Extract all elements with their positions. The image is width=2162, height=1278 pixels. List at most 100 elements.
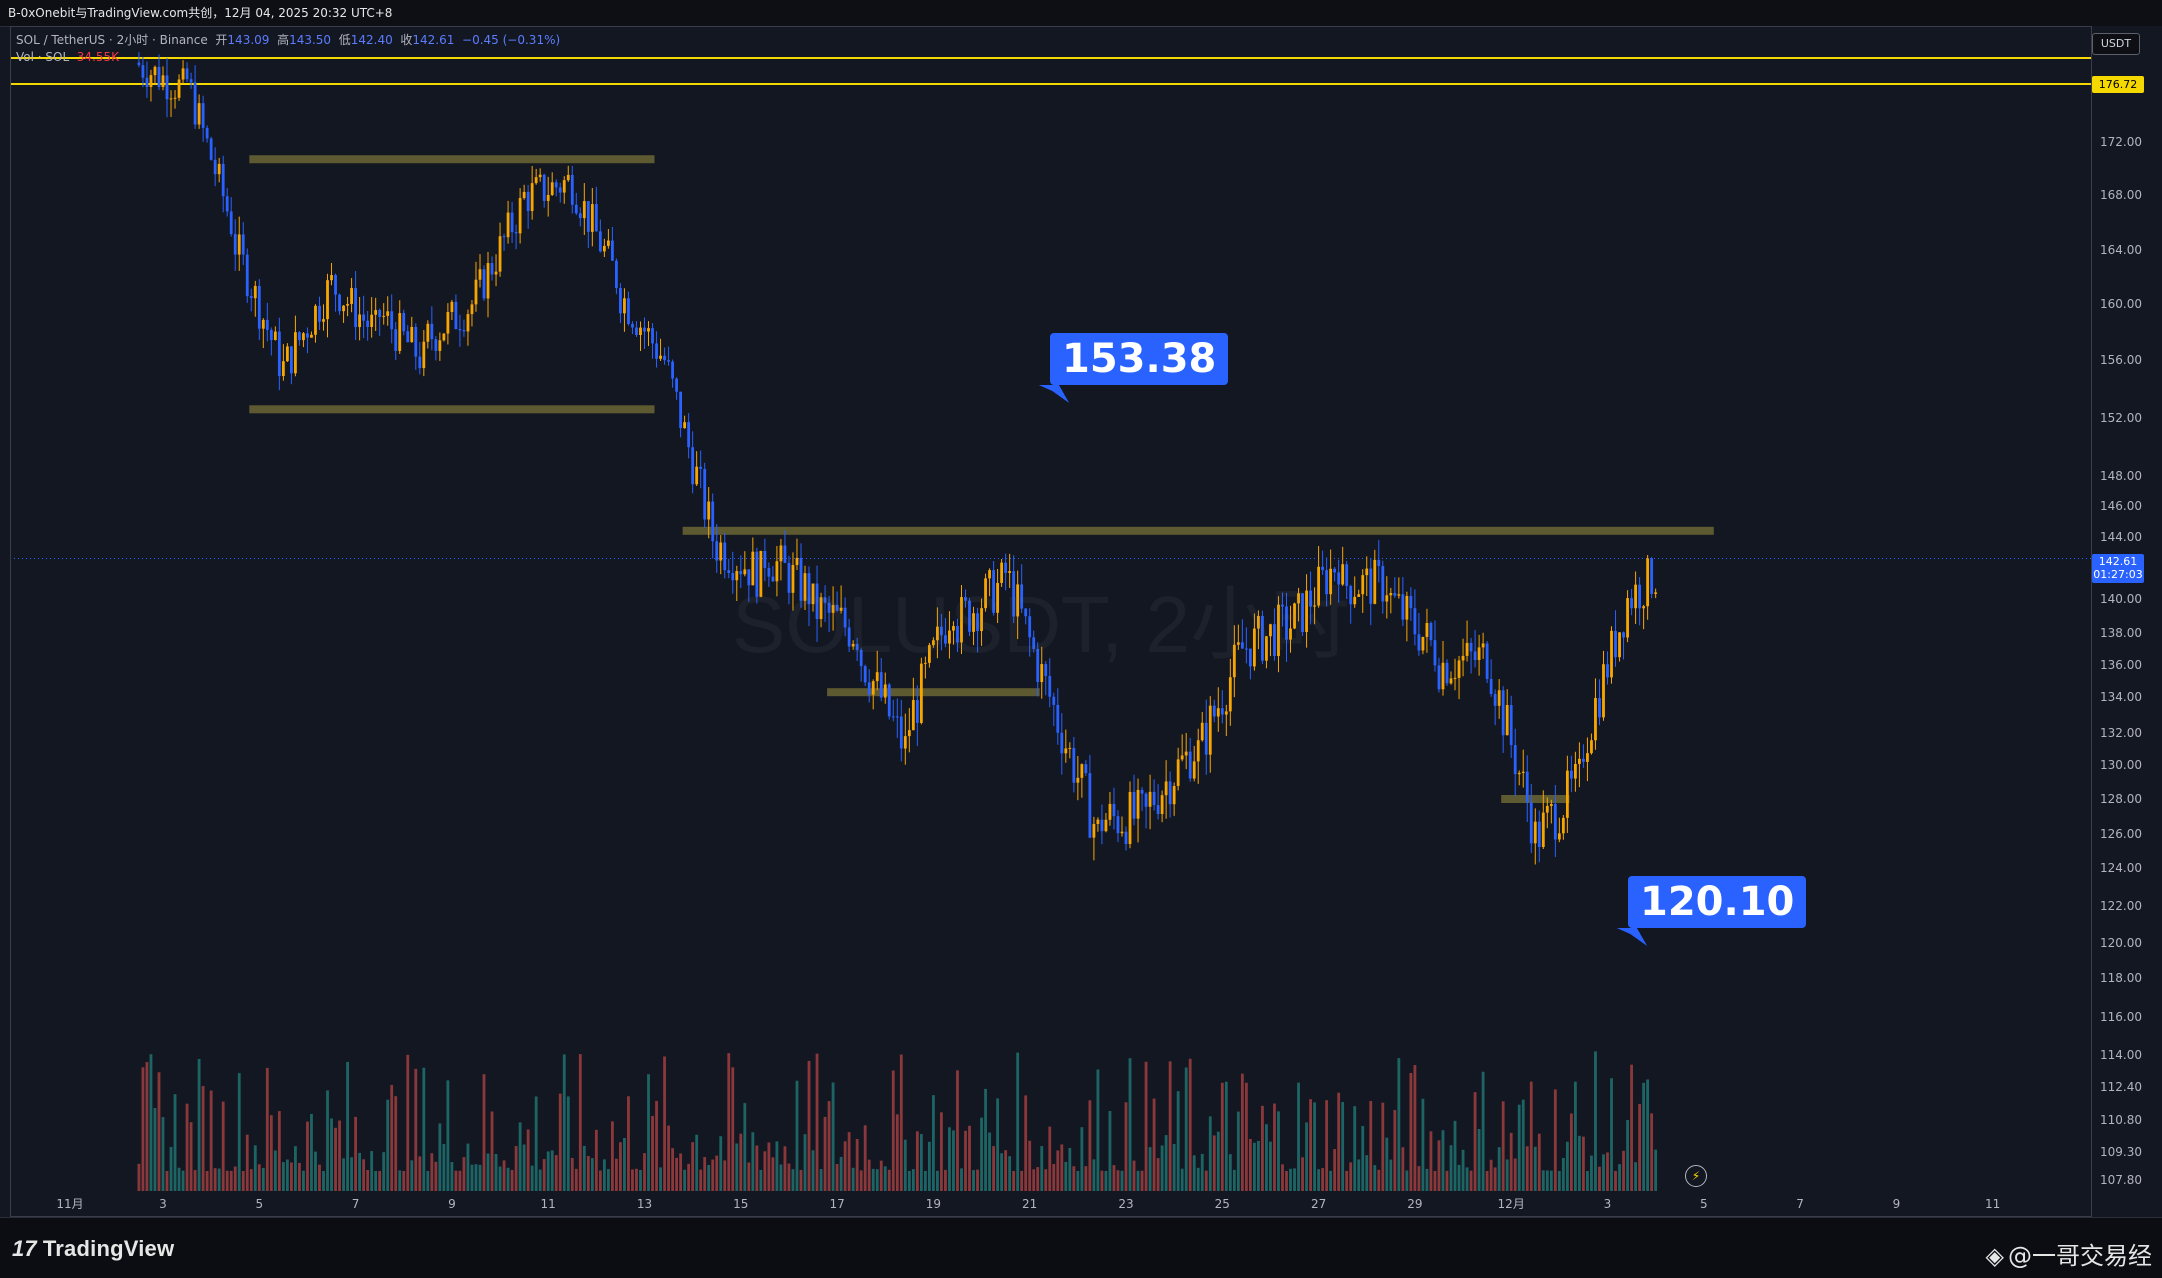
time-tick-label: 9: [448, 1197, 456, 1211]
candle-body: [494, 271, 498, 275]
volume-bar: [1148, 1147, 1152, 1191]
volume-bar: [1289, 1168, 1292, 1191]
time-tick-label: 7: [1796, 1197, 1804, 1211]
legend-volume-row: Vol · SOL 34.55K: [16, 49, 560, 66]
volume-bar: [895, 1114, 899, 1191]
candle-body: [294, 332, 297, 374]
volume-bar: [1622, 1150, 1625, 1191]
candle-body: [1409, 595, 1413, 609]
volume-bar: [823, 1116, 827, 1191]
volume-bar: [289, 1162, 293, 1191]
volume-bar: [1036, 1167, 1040, 1191]
tradingview-logo[interactable]: 17 TradingView: [12, 1236, 174, 1262]
candle-body: [931, 640, 935, 646]
candle-body: [767, 567, 771, 577]
volume-bar: [1160, 1145, 1164, 1191]
replay-lightning-icon[interactable]: ⚡: [1685, 1165, 1707, 1187]
volume-bar: [326, 1090, 329, 1191]
volume-bar: [1381, 1102, 1385, 1191]
price-tick-label: 116.00: [2100, 1010, 2142, 1024]
chart-canvas[interactable]: 172.00 168.00 164.00 160.00 156.00 152.00 148.…: [0, 0, 2162, 1217]
author-name: @一哥交易经: [2008, 1242, 2152, 1270]
volume-bar: [779, 1164, 783, 1191]
volume-bar: [751, 1132, 755, 1191]
volume-bar: [1116, 1170, 1120, 1191]
candle-body: [229, 211, 233, 235]
volume-bar: [795, 1080, 799, 1191]
volume-bar: [418, 1156, 422, 1191]
volume-bar: [1220, 1082, 1224, 1191]
volume-bar: [149, 1054, 153, 1191]
candle-body: [346, 303, 349, 306]
candle-body: [249, 296, 253, 299]
candle-body: [241, 234, 245, 255]
candle-body: [1357, 594, 1361, 597]
time-tick-label: 21: [1022, 1197, 1037, 1211]
legend-volume-label[interactable]: Vol · SOL: [16, 50, 70, 64]
volume-bar: [482, 1074, 486, 1191]
legend-volume-value: 34.55K: [76, 50, 120, 64]
candle-body: [831, 604, 835, 613]
candle-body: [141, 65, 145, 78]
price-callout-high[interactable]: 153.38: [1038, 333, 1229, 403]
candle-body: [1630, 598, 1633, 609]
volume-bar: [161, 1117, 165, 1191]
volume-bar: [245, 1134, 249, 1191]
candle-body: [891, 716, 895, 718]
candle-body: [318, 305, 321, 322]
volume-bar: [1204, 1170, 1208, 1191]
candle-body: [1537, 821, 1541, 848]
candle-body: [936, 626, 939, 641]
volume-bar: [635, 1168, 638, 1191]
volume-bar: [426, 1170, 430, 1191]
time-tick-label: 11月: [56, 1197, 83, 1211]
candle-body: [1441, 662, 1445, 690]
volume-bar: [767, 1142, 771, 1191]
volume-bar: [153, 1107, 157, 1191]
candle-body: [1000, 562, 1004, 583]
volume-bar: [1397, 1058, 1401, 1191]
volume-bar: [927, 1141, 931, 1191]
volume-bar: [1252, 1142, 1256, 1191]
volume-bar: [875, 1169, 879, 1191]
candle-body: [1309, 590, 1312, 607]
candle-body: [783, 545, 787, 563]
volume-bar: [707, 1164, 711, 1191]
volume-bar: [1541, 1170, 1545, 1191]
candle-body: [1180, 755, 1184, 760]
volume-bar: [667, 1125, 670, 1191]
volume-bar: [1477, 1129, 1481, 1191]
volume-bar: [719, 1136, 723, 1191]
time-tick-label: 7: [352, 1197, 360, 1211]
price-tick-label: 148.00: [2100, 469, 2142, 483]
candle-body: [863, 666, 867, 683]
currency-button[interactable]: USDT: [2092, 33, 2140, 55]
volume-bar: [799, 1169, 803, 1191]
volume-bar: [402, 1170, 406, 1191]
price-tick-label: 138.00: [2100, 626, 2142, 640]
time-tick-label: 11: [1985, 1197, 2000, 1211]
volume-bar: [1124, 1102, 1128, 1191]
price-tick-label: 118.00: [2100, 971, 2142, 985]
candle-body: [1232, 644, 1236, 678]
volume-bar: [514, 1146, 518, 1191]
volume-bar: [237, 1073, 241, 1191]
candle-body: [1541, 812, 1545, 848]
volume-bar: [887, 1169, 891, 1191]
price-callout-low[interactable]: 120.10: [1616, 876, 1807, 946]
candle-body: [915, 700, 919, 723]
legend-symbol[interactable]: SOL / TetherUS · 2小时 · Binance: [16, 33, 208, 47]
volume-bar: [294, 1146, 297, 1191]
candle-body: [655, 343, 658, 359]
volume-bar: [1273, 1103, 1276, 1191]
volume-bar: [562, 1054, 566, 1191]
candle-body: [919, 663, 923, 723]
price-tick-label: 128.00: [2100, 792, 2142, 806]
price-tick-label: 112.40: [2100, 1080, 2142, 1094]
volume-bar: [1389, 1159, 1393, 1191]
legend-symbol-row: SOL / TetherUS · 2小时 · Binance 开143.09 高…: [16, 32, 560, 49]
candle-body: [193, 82, 197, 125]
candle-body: [1244, 648, 1248, 650]
volume-bar: [803, 1134, 807, 1191]
volume-bar: [1565, 1141, 1569, 1191]
